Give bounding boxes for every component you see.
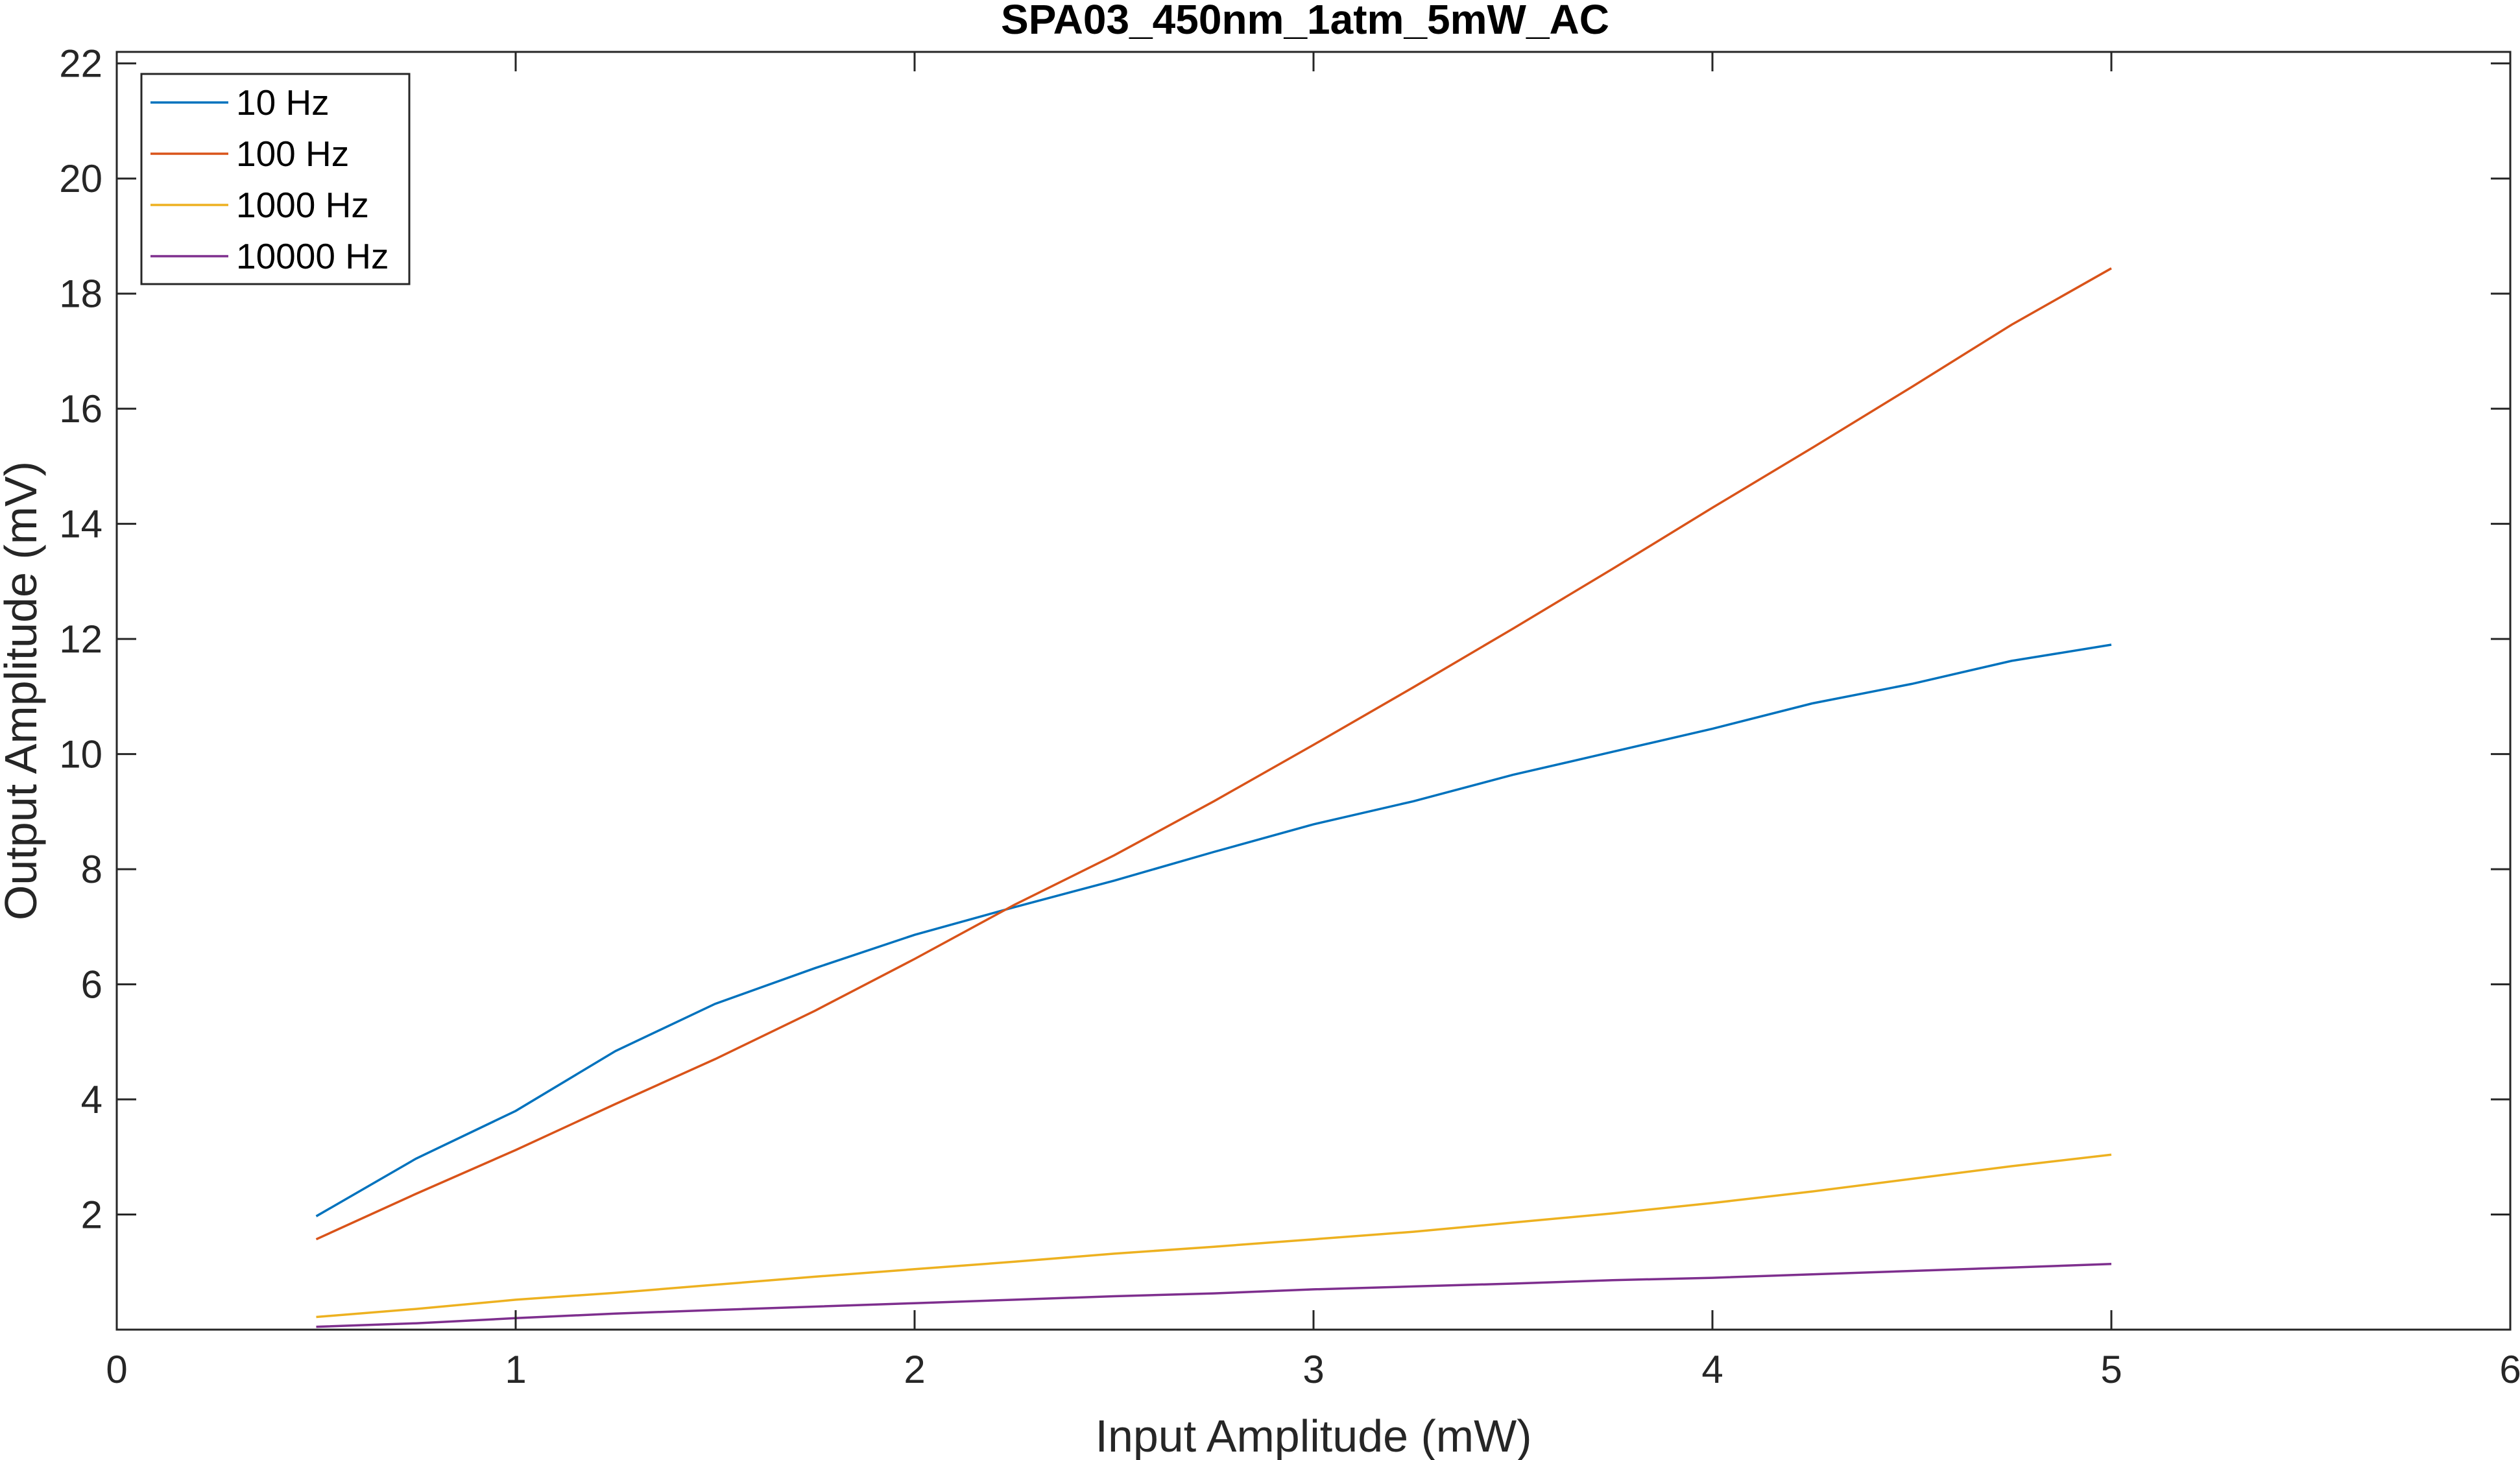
- x-tick-label: 2: [904, 1348, 925, 1391]
- legend-box: [140, 73, 411, 285]
- x-tick-label: 3: [1302, 1348, 1324, 1391]
- y-tick-label: 16: [59, 387, 102, 431]
- series-line-1: [315, 643, 2112, 1217]
- x-tick-label: 4: [1701, 1348, 1723, 1391]
- y-axis-title: Output Amplitude (mV): [0, 461, 46, 920]
- series-line-4: [316, 1263, 2112, 1328]
- y-tick-label: 18: [59, 272, 102, 316]
- legend-items: 10 Hz 100 Hz 1000 Hz 10000 Hz: [150, 82, 389, 276]
- series-layer: [315, 267, 2112, 1328]
- x-tick-label: 0: [106, 1348, 127, 1391]
- x-tick-label: 5: [2100, 1348, 2122, 1391]
- legend-label: 10 Hz: [236, 82, 330, 123]
- legend-label: 100 Hz: [236, 134, 349, 174]
- x-tick-label: 6: [2499, 1348, 2520, 1391]
- legend-label: 1000 Hz: [236, 185, 369, 225]
- y-tick-label: 22: [59, 42, 102, 86]
- y-tick-label: 12: [59, 617, 102, 661]
- y-tick-label: 20: [59, 157, 102, 200]
- legend: 10 Hz 100 Hz 1000 Hz 10000 Hz: [140, 73, 411, 285]
- y-tick-label: 2: [81, 1193, 102, 1237]
- legend-label: 10000 Hz: [236, 236, 389, 276]
- series-line-3: [316, 1153, 2112, 1319]
- y-axis-ticks: 2 4 6 8 10 12 14 16 18 20 22: [59, 42, 2510, 1237]
- x-axis-title: Input Amplitude (mW): [1096, 1411, 1532, 1460]
- y-tick-label: 8: [81, 848, 102, 891]
- y-tick-label: 4: [81, 1078, 102, 1121]
- y-tick-label: 14: [59, 503, 102, 546]
- y-tick-label: 10: [59, 733, 102, 776]
- x-axis-ticks: 0 1 2 3 4 5 6: [106, 52, 2520, 1391]
- x-tick-label: 1: [505, 1348, 526, 1391]
- y-tick-label: 6: [81, 963, 102, 1007]
- chart-title: SPA03_450nm_1atm_5mW_AC: [1001, 0, 1609, 43]
- axes-box: [115, 51, 2512, 1331]
- series-line-2: [315, 267, 2112, 1241]
